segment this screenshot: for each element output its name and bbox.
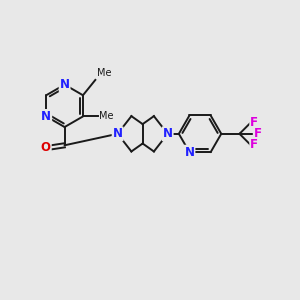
Text: F: F: [254, 127, 262, 140]
Text: F: F: [250, 139, 258, 152]
Text: F: F: [250, 116, 258, 129]
Text: N: N: [163, 127, 173, 140]
Text: N: N: [112, 127, 123, 140]
Text: O: O: [41, 141, 51, 154]
Text: N: N: [41, 110, 51, 123]
Text: N: N: [60, 78, 70, 91]
Text: Me: Me: [99, 111, 114, 122]
Text: N: N: [184, 146, 194, 159]
Text: Me: Me: [97, 68, 111, 78]
